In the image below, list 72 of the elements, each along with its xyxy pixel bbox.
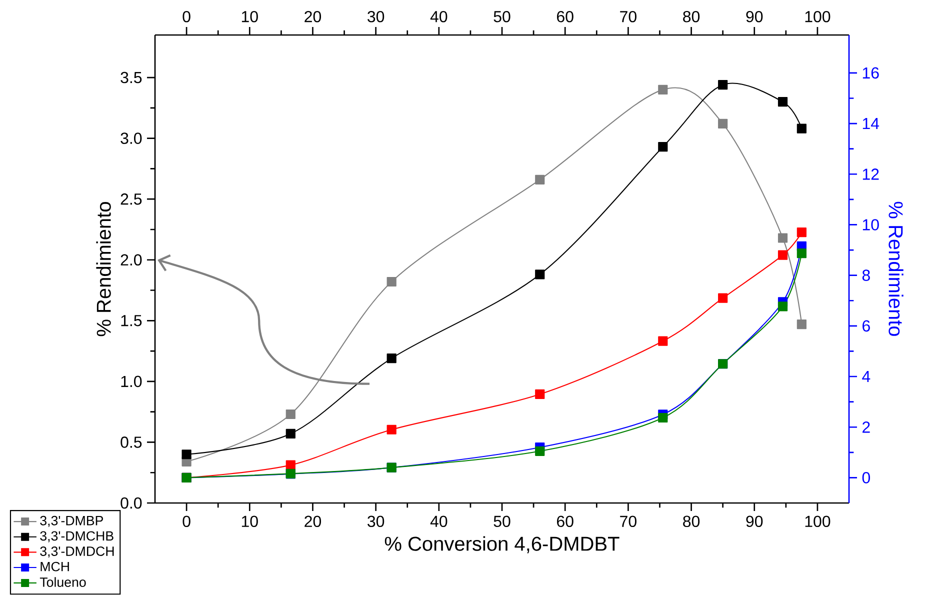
x-tick-label: 80 [683, 10, 700, 22]
legend-label: 3,3'-DMCHB [40, 531, 114, 542]
point [778, 97, 788, 107]
y2-tick-label: 6 [862, 320, 870, 332]
point [386, 354, 396, 364]
x2-tick-label: 30 [368, 516, 384, 528]
point [796, 124, 806, 134]
point [718, 118, 728, 129]
x-axis-title: % Conversion 4,6-DMDBT [384, 536, 620, 554]
point [718, 80, 728, 90]
point [778, 302, 788, 312]
y2-tick-label: 14 [862, 118, 880, 130]
x-tick-label: 100 [805, 10, 830, 22]
y-tick-label: 0.0 [120, 497, 142, 509]
point [796, 320, 806, 330]
x2-tick-label: 90 [746, 516, 763, 528]
point [778, 233, 788, 243]
legend-label: 3,3'-DMDCH [40, 546, 114, 558]
legend-label: 3,3'-DMBP [40, 516, 103, 527]
y-tick-label: 3.5 [120, 72, 142, 84]
y-tick-label: 1.0 [121, 376, 142, 388]
x-tick-label: 10 [242, 10, 258, 22]
y2-tick-label: 16 [862, 67, 879, 79]
legend-label: MCH [40, 562, 69, 572]
point [386, 276, 396, 287]
y-tick-label: 0.5 [120, 436, 142, 448]
x2-tick-label: 50 [494, 516, 510, 528]
point [658, 336, 668, 346]
point [718, 293, 728, 303]
point [796, 248, 806, 258]
x-tick-label: 0 [182, 10, 190, 22]
point [658, 412, 668, 423]
point [535, 174, 545, 184]
point [778, 250, 788, 260]
point [796, 228, 806, 238]
y2-tick-label: 12 [862, 168, 879, 180]
x-tick-label: 70 [620, 10, 636, 22]
x-tick-label: 90 [746, 10, 763, 22]
y2-tick-label: 2 [862, 422, 870, 433]
point [386, 424, 396, 434]
y2-tick-label: 0 [862, 472, 870, 484]
y-tick-label: 2.0 [120, 254, 142, 266]
x2-tick-label: 100 [805, 516, 830, 528]
x2-tick-label: 20 [304, 516, 322, 528]
y-tick-label: 3.0 [120, 132, 142, 144]
y2-tick-label: 10 [862, 219, 879, 230]
point [286, 428, 296, 439]
x-tick-label: 20 [304, 10, 322, 22]
x2-tick-label: 80 [683, 516, 700, 528]
x-tick-label: 30 [368, 10, 384, 22]
x-tick-label: 40 [430, 10, 448, 22]
y2-tick-label: 8 [862, 270, 870, 281]
point [658, 84, 668, 94]
point [535, 270, 545, 280]
x-tick-label: 60 [557, 10, 574, 22]
legend-label: Tolueno [40, 577, 86, 587]
point [535, 446, 545, 456]
y2-tick-label: 4 [862, 371, 870, 382]
x2-tick-label: 0 [182, 516, 190, 528]
y-tick-label: 1.5 [121, 315, 142, 326]
point [658, 142, 668, 152]
x-tick-label: 50 [494, 10, 510, 22]
y2-axis-title: % Rendimiento [888, 202, 904, 336]
point [182, 450, 192, 460]
point [286, 409, 296, 420]
point [535, 389, 545, 400]
x2-tick-label: 60 [557, 516, 574, 528]
x2-tick-label: 40 [430, 516, 448, 528]
x2-tick-label: 70 [620, 516, 636, 528]
x2-tick-label: 10 [242, 516, 258, 528]
y-axis-title: % Rendimiento [96, 202, 111, 336]
y-tick-label: 2.5 [120, 193, 142, 205]
